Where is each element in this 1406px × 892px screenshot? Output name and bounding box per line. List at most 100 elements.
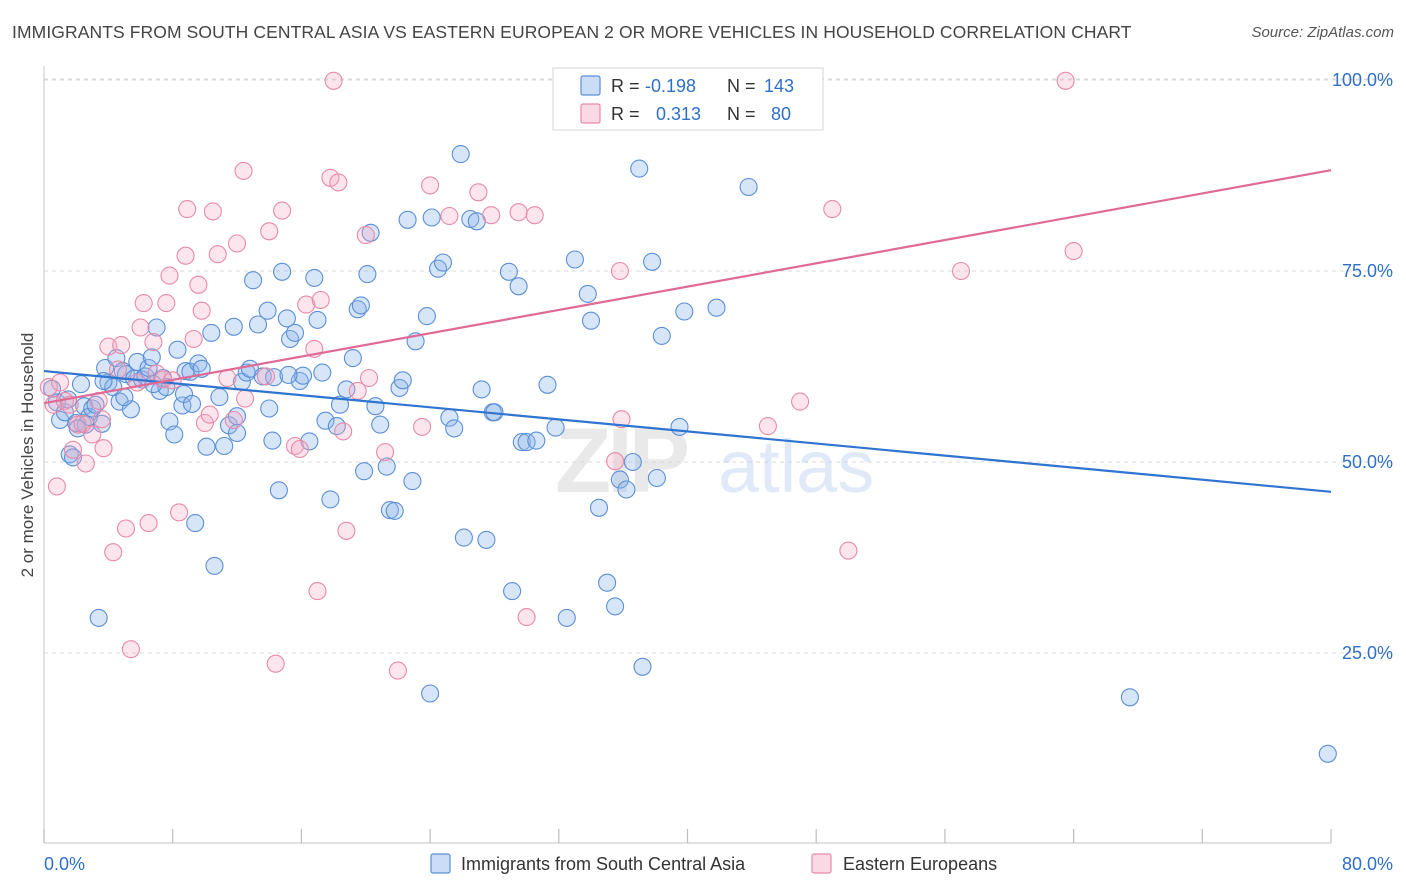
point-south-central-asia-98: [451, 145, 470, 164]
point-south-central-asia-103: [477, 530, 496, 549]
point-south-central-asia-81: [361, 223, 380, 242]
chart-title: IMMIGRANTS FROM SOUTH CENTRAL ASIA VS EA…: [12, 22, 1132, 42]
legend-r-value-1: -0.198: [645, 76, 696, 96]
point-south-central-asia-92: [417, 307, 436, 326]
point-south-central-asia-90: [403, 472, 422, 491]
point-eastern-european-74: [612, 410, 631, 429]
point-south-central-asia-63: [281, 329, 300, 349]
point-eastern-european-59: [337, 521, 356, 540]
point-eastern-european-68: [469, 183, 488, 202]
point-eastern-european-56: [324, 71, 343, 90]
legend-r-value-2: 0.313: [656, 104, 701, 124]
point-south-central-asia-79: [355, 462, 374, 481]
point-south-central-asia-123: [623, 452, 642, 472]
point-south-central-asia-89: [398, 210, 417, 229]
point-eastern-european-13: [94, 439, 113, 458]
point-south-central-asia-115: [565, 250, 584, 269]
point-eastern-european-22: [134, 294, 153, 313]
point-south-central-asia-108: [509, 277, 528, 296]
legend-n-value-1: 143: [764, 76, 794, 96]
point-eastern-european-19: [121, 640, 140, 659]
legend-bottom-label-pink: Eastern Europeans: [843, 854, 997, 874]
trend-line-south-central-asia: [43, 369, 1332, 493]
point-eastern-european-10: [83, 425, 102, 444]
watermark: ZIP atlas: [555, 410, 874, 512]
point-south-central-asia-111: [527, 431, 546, 450]
point-south-central-asia-36: [168, 340, 187, 359]
point-south-central-asia-37: [173, 396, 192, 415]
point-south-central-asia-126: [643, 252, 662, 271]
point-south-central-asia-83: [371, 415, 390, 434]
point-south-central-asia-102: [472, 380, 491, 399]
correlation-legend: R = -0.198 N = 143 R = 0.313 N = 80: [552, 67, 824, 131]
point-eastern-european-42: [227, 234, 247, 253]
point-south-central-asia-129: [670, 417, 689, 436]
point-eastern-european-36: [195, 413, 214, 433]
point-eastern-european-46: [260, 222, 279, 241]
point-south-central-asia-71: [316, 411, 335, 430]
point-south-central-asia-45: [205, 556, 224, 575]
point-south-central-asia-62: [277, 309, 296, 328]
point-eastern-european-15: [104, 543, 123, 562]
point-south-central-asia-88: [393, 371, 412, 390]
point-south-central-asia-135: [1318, 744, 1337, 763]
point-eastern-european-39: [208, 245, 227, 264]
point-south-central-asia-35: [165, 425, 184, 444]
legend-n-label-1: N =: [727, 76, 756, 96]
point-south-central-asia-49: [224, 317, 243, 336]
point-south-central-asia-82: [366, 397, 385, 416]
point-south-central-asia-57: [258, 301, 277, 320]
point-south-central-asia-118: [589, 498, 609, 517]
point-eastern-european-65: [413, 417, 432, 436]
point-eastern-european-81: [1056, 71, 1075, 90]
chart-source: Source: ZipAtlas.com: [1251, 24, 1394, 41]
point-south-central-asia-76: [343, 349, 362, 368]
point-south-central-asia-67: [300, 432, 319, 451]
legend-r-label-1: R =: [611, 76, 640, 96]
point-eastern-european-38: [203, 202, 222, 221]
point-eastern-european-44: [236, 389, 255, 408]
point-eastern-european-51: [297, 295, 316, 314]
legend-bottom-label-blue: Immigrants from South Central Asia: [461, 854, 746, 874]
point-south-central-asia-70: [313, 363, 332, 382]
point-eastern-european-76: [758, 417, 777, 436]
point-eastern-european-16: [108, 360, 128, 379]
point-eastern-european-71: [525, 206, 544, 225]
point-eastern-european-64: [388, 661, 407, 680]
point-south-central-asia-106: [499, 262, 518, 281]
point-south-central-asia-95: [433, 253, 453, 272]
point-eastern-european-61: [356, 226, 375, 245]
point-eastern-european-30: [170, 503, 189, 522]
point-eastern-european-17: [112, 336, 131, 355]
point-south-central-asia-30: [147, 318, 166, 337]
y-tick-label-3: 100.0%: [1332, 70, 1393, 90]
point-eastern-european-41: [224, 410, 243, 430]
point-south-central-asia-84: [377, 457, 396, 476]
point-south-central-asia-139: [115, 388, 134, 407]
x-tick-label-1: 80.0%: [1342, 854, 1393, 874]
point-eastern-european-34: [189, 275, 208, 294]
point-south-central-asia-131: [707, 298, 726, 317]
point-eastern-european-60: [348, 381, 367, 400]
point-south-central-asia-125: [633, 657, 652, 676]
y-tick-label-1: 50.0%: [1342, 452, 1393, 472]
point-eastern-european-50: [290, 439, 309, 459]
point-eastern-european-12: [92, 410, 111, 429]
point-eastern-european-31: [176, 246, 195, 265]
point-eastern-european-28: [160, 266, 179, 285]
point-eastern-european-77: [791, 392, 810, 411]
point-eastern-european-62: [359, 368, 379, 388]
point-south-central-asia-74: [330, 395, 350, 414]
point-eastern-european-72: [517, 608, 536, 627]
point-south-central-asia-134: [1120, 688, 1139, 707]
point-south-central-asia-44: [202, 323, 221, 342]
point-south-central-asia-40: [186, 514, 205, 533]
point-eastern-european-53: [308, 582, 327, 601]
point-south-central-asia-64: [285, 323, 305, 342]
point-south-central-asia-43: [197, 437, 216, 456]
point-eastern-european-48: [273, 201, 292, 220]
y-tick-labels: 25.0% 50.0% 75.0% 100.0%: [1332, 70, 1393, 663]
point-south-central-asia-113: [546, 418, 565, 437]
point-eastern-european-0: [39, 378, 58, 397]
